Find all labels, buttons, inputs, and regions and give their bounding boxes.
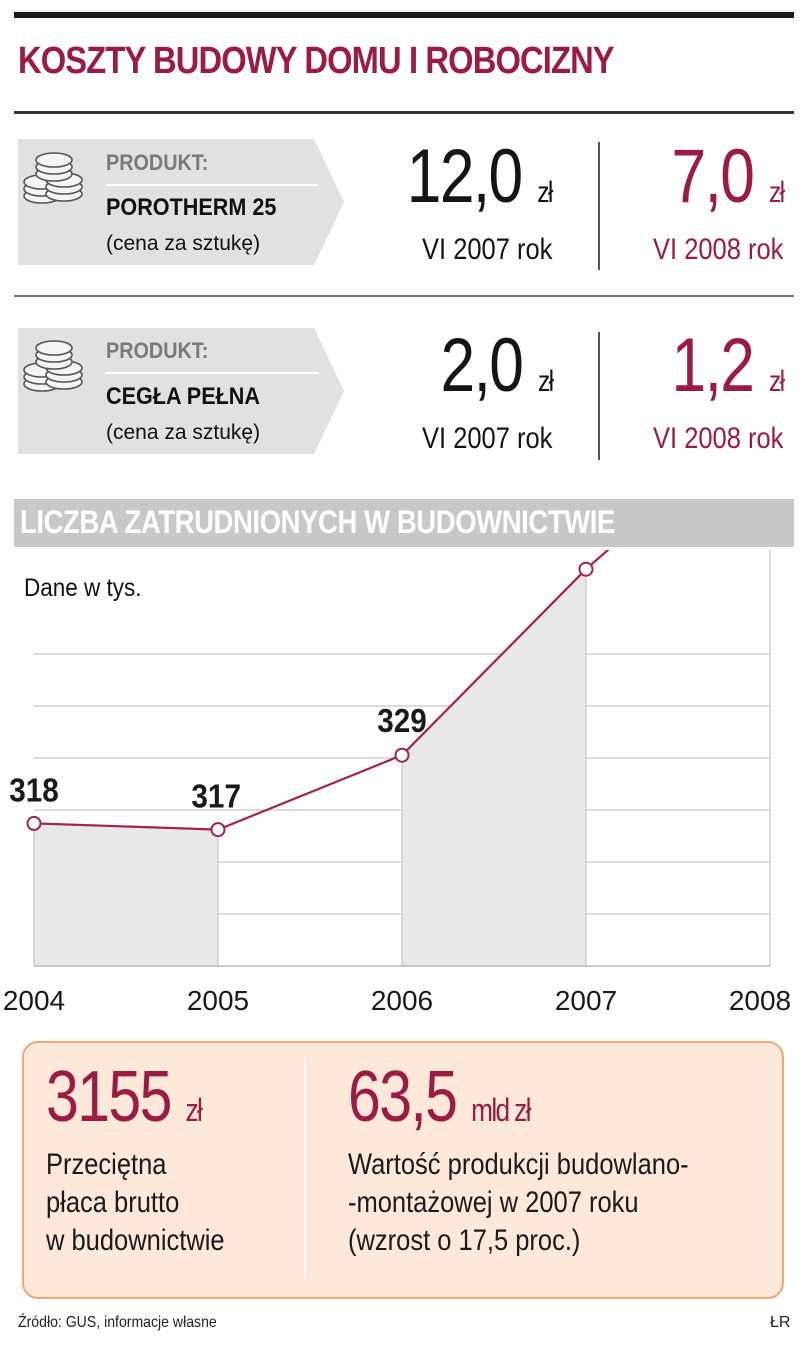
column-separator: [598, 142, 600, 270]
x-tick-label: 2004: [3, 985, 65, 1016]
date-2007: VI 2007 rok: [421, 233, 552, 266]
product-note: (cena za sztukę): [106, 421, 261, 444]
employment-line-chart: 31820043172005329200635920073852008: [3, 550, 791, 1016]
data-point-marker: [394, 747, 410, 763]
title-rule: [14, 111, 794, 114]
product-name: POROTHERM 25: [106, 194, 277, 221]
source-note: Źródło: GUS, informacje własne: [18, 1314, 217, 1331]
area-fill-2004-2005: [34, 823, 218, 966]
price-2007: 2,0 zł: [440, 323, 554, 408]
product-arrow: [314, 328, 344, 454]
data-point-marker: [26, 815, 42, 831]
data-label: 318: [9, 772, 59, 809]
product-label: PRODUKT:: [106, 338, 209, 363]
date-2008: VI 2008 rok: [652, 422, 783, 455]
product-divider: [106, 184, 318, 186]
coins-icon: [23, 152, 83, 204]
top-rule: [14, 12, 794, 18]
production-desc: Wartość produkcji budowlano- -montażowej …: [348, 1148, 689, 1257]
section-header-bar: [14, 499, 794, 547]
column-separator: [598, 332, 600, 460]
page-title: KOSZTY BUDOWY DOMU I ROBOCIZNY: [18, 40, 615, 82]
x-tick-label: 2005: [187, 985, 249, 1016]
x-tick-label: 2006: [371, 985, 433, 1016]
product-arrow: [314, 139, 344, 265]
x-tick-label: 2008: [729, 985, 791, 1016]
chart-unit-note: Dane w tys.: [24, 574, 142, 602]
date-2007: VI 2007 rok: [421, 422, 552, 455]
section-title: LICZBA ZATRUDNIONYCH W BUDOWNICTWIE: [20, 504, 615, 540]
author-initials: ŁR: [770, 1314, 791, 1331]
price-2008: 7,0 zł: [671, 134, 785, 219]
price-2008: 1,2 zł: [671, 323, 785, 408]
area-fill-2006-2007: [402, 569, 586, 966]
date-2008: VI 2008 rok: [652, 233, 783, 266]
data-label: 329: [377, 703, 427, 740]
data-label: 359: [561, 550, 611, 555]
product-label: PRODUKT:: [106, 150, 209, 175]
x-tick-label: 2007: [555, 985, 617, 1016]
price-2007: 12,0 zł: [407, 134, 554, 219]
avg-salary-desc: Przeciętna płaca brutto w budownictwie: [46, 1148, 225, 1257]
product-note: (cena za sztukę): [106, 232, 261, 255]
product-name: CEGŁA PEŁNA: [106, 383, 261, 410]
coins-icon: [23, 340, 83, 392]
avg-salary-value: 3155 zł: [46, 1057, 203, 1137]
product-divider: [106, 372, 318, 374]
data-label: 317: [191, 778, 241, 815]
data-point-marker: [210, 822, 226, 838]
stats-separator: [304, 1060, 306, 1276]
data-point-marker: [578, 561, 594, 577]
product-rule: [14, 295, 794, 297]
production-value: 63,5 mld zł: [348, 1057, 531, 1137]
stats-box: [22, 1041, 784, 1299]
